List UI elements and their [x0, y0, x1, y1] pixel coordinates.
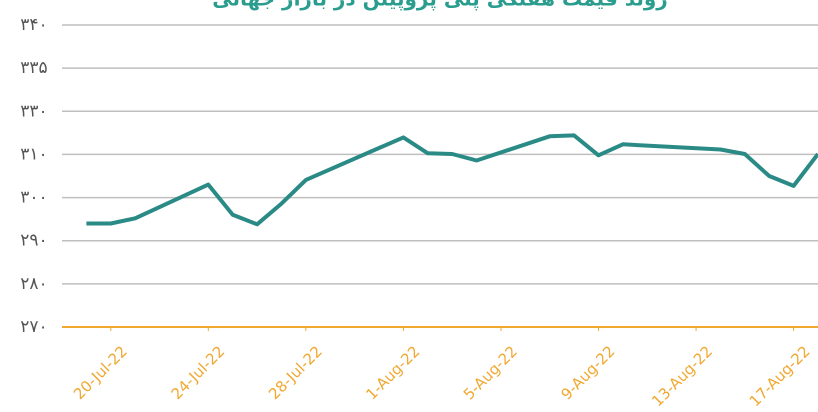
chart-title: روند قیمت هفتگی پلی پروپیلن در بازار جها…	[212, 0, 668, 12]
data-line	[86, 133, 818, 227]
y-tick-label: ۳۳۵	[20, 58, 47, 78]
x-tick-label: 17-Aug-22	[746, 342, 814, 410]
x-tick-label: 24-Jul-22	[168, 342, 229, 403]
y-tick-label: ۲۷۰	[20, 317, 47, 337]
x-tick-label: 9-Aug-22	[557, 342, 618, 403]
y-tick-label: ۳۱۰	[20, 144, 47, 164]
y-tick-label: ۳۳۰	[20, 101, 47, 121]
x-tick-label: 20-Jul-22	[70, 342, 131, 403]
x-tick-label: 13-Aug-22	[648, 342, 716, 410]
x-tick-label: 5-Aug-22	[460, 342, 521, 403]
x-tick-label: 1-Aug-22	[362, 342, 423, 403]
x-tick-label: 28-Jul-22	[265, 342, 326, 403]
y-tick-label: ۲۸۰	[20, 274, 47, 294]
y-tick-label: ۳۴۰	[20, 15, 47, 35]
y-tick-label: ۲۹۰	[20, 231, 47, 251]
y-tick-label: ۳۰۰	[20, 188, 47, 208]
